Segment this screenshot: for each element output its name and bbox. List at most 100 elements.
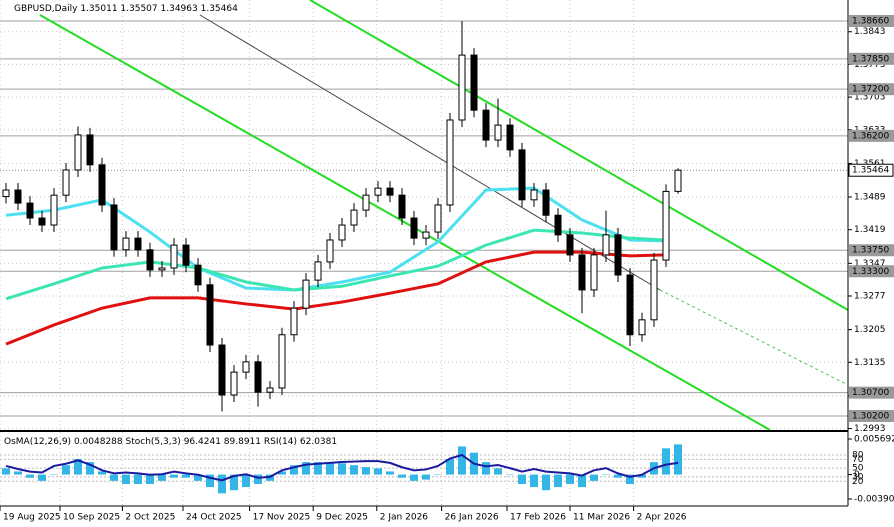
- candle-body: [362, 194, 370, 211]
- osma-bar: [638, 474, 646, 478]
- candle-body: [350, 209, 358, 226]
- candle-body: [386, 187, 394, 196]
- osma-bar: [338, 463, 346, 475]
- moving-average: [5, 250, 667, 346]
- osma-bar: [494, 468, 502, 475]
- x-tick-label: 24 Oct 2025: [186, 513, 242, 523]
- osma-bar: [230, 474, 238, 491]
- symbol: GBPUSD,Daily: [14, 4, 78, 14]
- trend-line: [199, 14, 661, 291]
- osma-bar: [362, 467, 370, 475]
- osma-bar: [410, 474, 418, 481]
- candle-body: [422, 231, 430, 239]
- level-label: 1.30200: [852, 411, 889, 421]
- level-box: [849, 83, 894, 96]
- candle-body: [158, 267, 166, 271]
- channel-line: [309, 0, 849, 311]
- osma-bar: [242, 474, 250, 488]
- osma-bar: [518, 474, 526, 484]
- level-label: 1.37200: [852, 85, 889, 95]
- osma-bar: [398, 474, 406, 478]
- level-box: [849, 265, 894, 278]
- candle-body: [326, 239, 334, 263]
- candle-body: [626, 274, 634, 336]
- candle-body: [146, 249, 154, 271]
- osma-bar: [590, 474, 598, 481]
- value: 96.4241: [184, 437, 221, 447]
- grid: [0, 0, 848, 506]
- level-box: [849, 52, 894, 65]
- y-tick-label: 0: [854, 470, 860, 480]
- ohlc: 1.35011: [80, 4, 117, 14]
- y-tick-label: 1.2993: [854, 424, 886, 434]
- osma-bar: [50, 474, 58, 476]
- x-tick-label: 2 Oct 2025: [125, 513, 175, 523]
- osma-bar: [422, 474, 430, 480]
- plot: [2, 21, 682, 412]
- candle-body: [650, 259, 658, 321]
- candle-body: [602, 234, 610, 256]
- x-tick-label: 10 Sep 2025: [63, 513, 120, 523]
- level-label: 1.38660: [852, 17, 889, 27]
- candle-body: [590, 254, 598, 291]
- indicator-title: OsMA(12,26,9) 0.0048288 Stoch(5,3,3) 96.…: [4, 437, 337, 447]
- osma-bar: [158, 474, 166, 481]
- candle-body: [638, 319, 646, 336]
- candle-body: [566, 234, 574, 256]
- osma-bar: [314, 462, 322, 475]
- moving-average: [5, 228, 667, 301]
- osma-bar: [194, 474, 202, 481]
- candle-body: [230, 371, 238, 396]
- level-box: [849, 244, 894, 257]
- candle-body: [314, 261, 322, 281]
- osma-bar: [134, 474, 142, 484]
- osma-bar: [122, 474, 130, 484]
- osma-bar: [290, 465, 298, 475]
- ohlc: 1.35464: [201, 4, 238, 14]
- candle-body: [14, 189, 22, 204]
- candle-body: [98, 164, 106, 206]
- level-box: [849, 409, 894, 422]
- candle-body: [410, 217, 418, 239]
- ohlc: 1.35507: [120, 4, 157, 14]
- candle-body: [278, 334, 286, 389]
- candle-body: [554, 214, 562, 236]
- y-tick-label: 1.3773: [854, 60, 886, 70]
- channel-line: [39, 14, 771, 431]
- osma-bar: [458, 446, 466, 475]
- candle-body: [374, 187, 382, 196]
- y-tick-label: 0.0056921: [854, 435, 894, 445]
- label: RSI(14): [264, 437, 297, 447]
- candle-body: [542, 189, 550, 216]
- candle-body: [578, 254, 586, 291]
- level-box: [849, 386, 894, 399]
- candle-body: [470, 54, 478, 111]
- osma-bar: [14, 471, 22, 475]
- level-box: [849, 15, 894, 28]
- y-tick-label: 1.3347: [854, 259, 886, 269]
- value: 89.8911: [224, 437, 261, 447]
- osma-bar: [566, 474, 574, 484]
- y-tick-label: 70: [852, 455, 864, 465]
- candle-body: [2, 189, 10, 198]
- osma-bar: [254, 474, 262, 484]
- candle-body: [122, 237, 130, 251]
- x-tick-label: 19 Aug 2025: [3, 513, 61, 523]
- y-tick-label: 1.3489: [854, 193, 886, 203]
- level-box: [849, 129, 894, 142]
- y-tick-label: 1.3419: [854, 225, 886, 235]
- osma-bar: [530, 474, 538, 488]
- x-tick-label: 2 Jan 2026: [380, 513, 428, 523]
- x-tick-label: 17 Nov 2025: [253, 513, 311, 523]
- value: 0.0048288: [74, 437, 123, 447]
- osma-bar: [146, 474, 154, 484]
- osma-bar: [278, 471, 286, 475]
- label: Stoch(5,3,3): [126, 437, 181, 447]
- osma-bar: [386, 471, 394, 475]
- osma-bar: [74, 458, 82, 475]
- osma-bar: [578, 474, 586, 488]
- osma-bar: [542, 474, 550, 491]
- candle-body: [62, 169, 70, 196]
- osma-bar: [350, 465, 358, 475]
- y-tick-label: 1.3135: [854, 358, 886, 368]
